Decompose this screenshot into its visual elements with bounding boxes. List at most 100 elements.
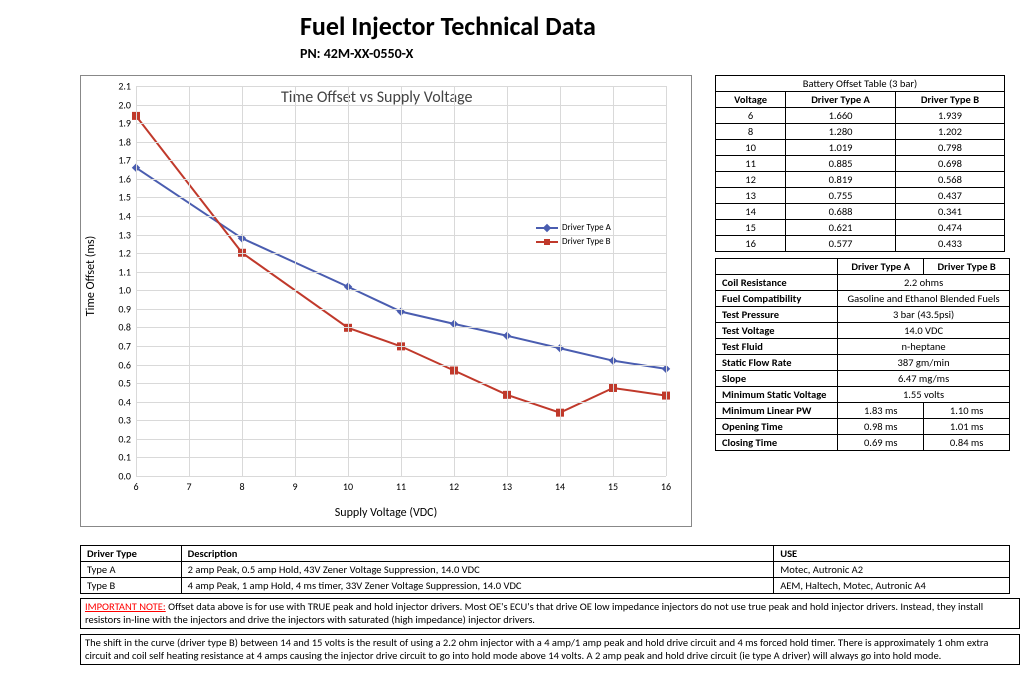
grid-line (136, 123, 666, 124)
table-cell: 0.885 (786, 156, 896, 172)
spec-value: 1.01 ms (924, 419, 1010, 435)
spec-value: 387 gm/min (838, 355, 1010, 371)
table-cell: 12 (716, 172, 786, 188)
important-note-prefix: IMPORTANT NOTE: (85, 600, 166, 613)
y-tick-label: 0.5 (101, 377, 131, 390)
spec-value: 0.98 ms (838, 419, 924, 435)
y-tick-label: 0.0 (101, 470, 131, 483)
table-cell: 16 (716, 236, 786, 252)
grid-line (136, 142, 666, 143)
spec-table: Driver Type ADriver Type B Coil Resistan… (715, 258, 1010, 451)
table-cell: 1.019 (786, 140, 896, 156)
spec-label: Slope (716, 371, 838, 387)
y-tick-label: 0.7 (101, 340, 131, 353)
spec-label: Test Pressure (716, 307, 838, 323)
grid-line (136, 197, 666, 198)
spec-label: Test Fluid (716, 339, 838, 355)
x-tick-label: 16 (656, 480, 676, 493)
spec-value: 1.83 ms (838, 403, 924, 419)
grid-line (136, 346, 666, 347)
y-tick-label: 1.2 (101, 247, 131, 260)
battery-table-title: Battery Offset Table (3 bar) (716, 76, 1005, 92)
table-row: Test Pressure3 bar (43.5psi) (716, 307, 1010, 323)
table-row: Fuel CompatibilityGasoline and Ethanol B… (716, 291, 1010, 307)
table-cell: 13 (716, 188, 786, 204)
y-tick-label: 1.7 (101, 154, 131, 167)
legend-label: Driver Type B (562, 235, 611, 249)
part-number: PN: 42M-XX-0550-X (300, 45, 413, 62)
y-tick-label: 0.6 (101, 358, 131, 371)
battery-offset-table: Battery Offset Table (3 bar) VoltageDriv… (715, 75, 1005, 252)
important-note-body: Offset data above is for use with TRUE p… (85, 600, 983, 626)
y-tick-label: 2.0 (101, 98, 131, 111)
y-tick-label: 1.8 (101, 135, 131, 148)
grid-line (136, 253, 666, 254)
y-tick-label: 0.1 (101, 451, 131, 464)
plot-area (136, 86, 666, 476)
grid-line (136, 309, 666, 310)
table-column-header: USE (774, 546, 1010, 562)
grid-line (454, 86, 455, 476)
table-cell: 1.660 (786, 108, 896, 124)
chart-legend: Driver Type ADriver Type B (536, 221, 611, 249)
table-row: 110.8850.698 (716, 156, 1005, 172)
chart-x-axis-label: Supply Voltage (VDC) (81, 506, 691, 520)
table-row: 101.0190.798 (716, 140, 1005, 156)
spec-value: 1.55 volts (838, 387, 1010, 403)
table-column-header: Driver Type B (924, 259, 1010, 275)
spec-label: Opening Time (716, 419, 838, 435)
table-cell: 0.433 (895, 236, 1004, 252)
table-row: Coil Resistance2.2 ohms (716, 275, 1010, 291)
grid-line (348, 86, 349, 476)
grid-line (136, 272, 666, 273)
y-tick-label: 0.9 (101, 302, 131, 315)
table-cell: 15 (716, 220, 786, 236)
table-row: Test Voltage14.0 VDC (716, 323, 1010, 339)
x-tick-label: 11 (391, 480, 411, 493)
grid-line (136, 476, 666, 477)
driver-description-table: Driver TypeDescriptionUSE Type A2 amp Pe… (80, 545, 1010, 594)
y-tick-label: 1.6 (101, 172, 131, 185)
spec-value: 14.0 VDC (838, 323, 1010, 339)
table-row: Minimum Static Voltage1.55 volts (716, 387, 1010, 403)
spec-value: 3 bar (43.5psi) (838, 307, 1010, 323)
grid-line (136, 365, 666, 366)
table-cell: 0.819 (786, 172, 896, 188)
table-cell: 0.688 (786, 204, 896, 220)
table-cell: 11 (716, 156, 786, 172)
y-tick-label: 1.3 (101, 228, 131, 241)
table-cell: 4 amp Peak, 1 amp Hold, 4 ms timer, 33V … (181, 578, 774, 594)
table-cell: 0.698 (895, 156, 1004, 172)
y-tick-label: 1.5 (101, 191, 131, 204)
table-cell: Type A (81, 562, 182, 578)
x-tick-label: 14 (550, 480, 570, 493)
grid-line (136, 290, 666, 291)
page-title: Fuel Injector Technical Data (300, 10, 596, 42)
x-tick-label: 9 (285, 480, 305, 493)
grid-line (401, 86, 402, 476)
important-note: IMPORTANT NOTE: Offset data above is for… (80, 598, 1020, 629)
table-row: 160.5770.433 (716, 236, 1005, 252)
table-cell: 0.755 (786, 188, 896, 204)
grid-line (136, 327, 666, 328)
y-tick-label: 0.3 (101, 414, 131, 427)
x-tick-label: 8 (232, 480, 252, 493)
spec-label: Coil Resistance (716, 275, 838, 291)
grid-line (136, 160, 666, 161)
page: Fuel Injector Technical Data PN: 42M-XX-… (0, 0, 1024, 680)
chart-frame: Time Offset vs Supply Voltage Time Offse… (80, 75, 692, 527)
table-column-header (716, 259, 838, 275)
table-cell: 1.202 (895, 124, 1004, 140)
legend-item: Driver Type B (536, 235, 611, 249)
table-cell: 1.939 (895, 108, 1004, 124)
table-cell: 2 amp Peak, 0.5 amp Hold, 43V Zener Volt… (181, 562, 774, 578)
table-cell: 0.798 (895, 140, 1004, 156)
grid-line (507, 86, 508, 476)
table-cell: 0.568 (895, 172, 1004, 188)
legend-label: Driver Type A (562, 221, 611, 235)
grid-line (136, 439, 666, 440)
grid-line (136, 383, 666, 384)
table-row: Slope6.47 mg/ms (716, 371, 1010, 387)
grid-line (136, 216, 666, 217)
x-tick-label: 7 (179, 480, 199, 493)
